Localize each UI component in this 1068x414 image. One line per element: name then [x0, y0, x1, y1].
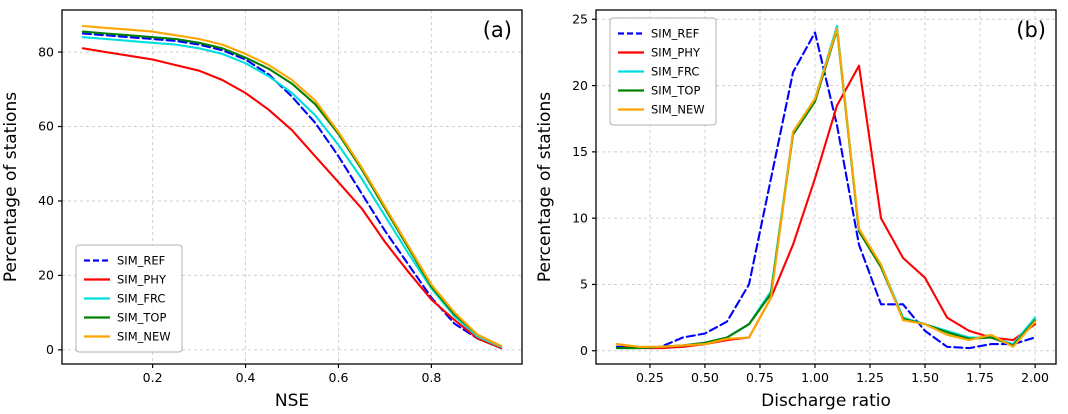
x-tick-label: 0.8 — [421, 370, 441, 385]
x-tick-label: 0.6 — [329, 370, 349, 385]
legend-box — [75, 244, 183, 353]
legend-label-SIM_PHY: SIM_PHY — [651, 46, 701, 60]
legend-label-SIM_FRC: SIM_FRC — [651, 65, 699, 79]
panel-label: (b) — [1016, 18, 1046, 42]
x-axis-label: NSE — [275, 391, 309, 411]
y-tick-label: 0 — [46, 342, 54, 357]
x-tick-label: 1.75 — [966, 370, 994, 385]
series-SIM_PHY — [81, 47, 503, 350]
x-tick-label: 0.75 — [746, 370, 774, 385]
x-tick-label: 0.4 — [236, 370, 256, 385]
legend: SIM_REF SIM_PHY SIM_FRC SIM_TOP SIM_NEW — [609, 17, 717, 126]
series-SIM_NEW — [615, 27, 1037, 348]
series-SIM_FRC — [81, 36, 503, 348]
y-tick-label: 5 — [580, 277, 588, 292]
series-SIM_REF — [81, 32, 503, 350]
legend-label-SIM_REF: SIM_REF — [651, 27, 699, 41]
y-tick-label: 40 — [38, 193, 54, 208]
y-tick-label: 0 — [580, 343, 588, 358]
legend-label-SIM_PHY: SIM_PHY — [117, 273, 167, 287]
y-axis-label: Percentage of stations — [1, 92, 21, 282]
x-tick-label: 0.2 — [143, 370, 163, 385]
y-tick-label: 80 — [38, 44, 54, 59]
y-tick-label: 25 — [572, 11, 588, 26]
legend-label-SIM_REF: SIM_REF — [117, 254, 165, 268]
axes-frame — [61, 9, 523, 365]
legend-label-SIM_TOP: SIM_TOP — [117, 311, 166, 325]
x-tick-label: 1.50 — [911, 370, 939, 385]
legend-box — [609, 17, 717, 126]
y-tick-label: 20 — [38, 268, 54, 283]
series-SIM_REF — [615, 31, 1037, 350]
panel-b: 0.25 0.50 0.75 1.00 1.25 1.50 1.75 2.00 0 5 10 15 20… — [534, 0, 1068, 414]
legend-label-SIM_TOP: SIM_TOP — [651, 84, 700, 98]
series-SIM_NEW — [81, 24, 503, 348]
chart-svg-b: 0.25 0.50 0.75 1.00 1.25 1.50 1.75 2.00 0 5 10 15 20… — [535, 9, 1057, 411]
x-tick-label: 1.25 — [856, 370, 884, 385]
series-SIM_TOP — [81, 30, 503, 348]
x-axis-label: Discharge ratio — [761, 391, 891, 411]
y-tick-label: 10 — [572, 210, 588, 225]
panel-label: (a) — [483, 18, 512, 42]
x-tick-label: 0.50 — [691, 370, 719, 385]
x-tick-label: 2.00 — [1021, 370, 1049, 385]
x-tick-label: 1.00 — [801, 370, 829, 385]
legend-label-SIM_NEW: SIM_NEW — [117, 330, 171, 344]
y-tick-label: 20 — [572, 78, 588, 93]
axes-frame — [595, 9, 1057, 365]
y-axis-label: Percentage of stations — [535, 92, 555, 282]
legend: SIM_REF SIM_PHY SIM_FRC SIM_TOP SIM_NEW — [75, 244, 183, 353]
x-tick-label: 0.25 — [636, 370, 664, 385]
chart-svg-a: 0.2 0.4 0.6 0.8 0 20 40 60 80 NSE Percentage of st… — [1, 9, 523, 411]
y-tick-label: 15 — [572, 144, 588, 159]
y-tick-label: 60 — [38, 119, 54, 134]
panel-a: 0.2 0.4 0.6 0.8 0 20 40 60 80 NSE Percentage of st… — [1, 9, 523, 411]
series-SIM_PHY — [615, 64, 1037, 350]
legend-label-SIM_NEW: SIM_NEW — [651, 103, 705, 117]
legend-label-SIM_FRC: SIM_FRC — [117, 292, 165, 306]
